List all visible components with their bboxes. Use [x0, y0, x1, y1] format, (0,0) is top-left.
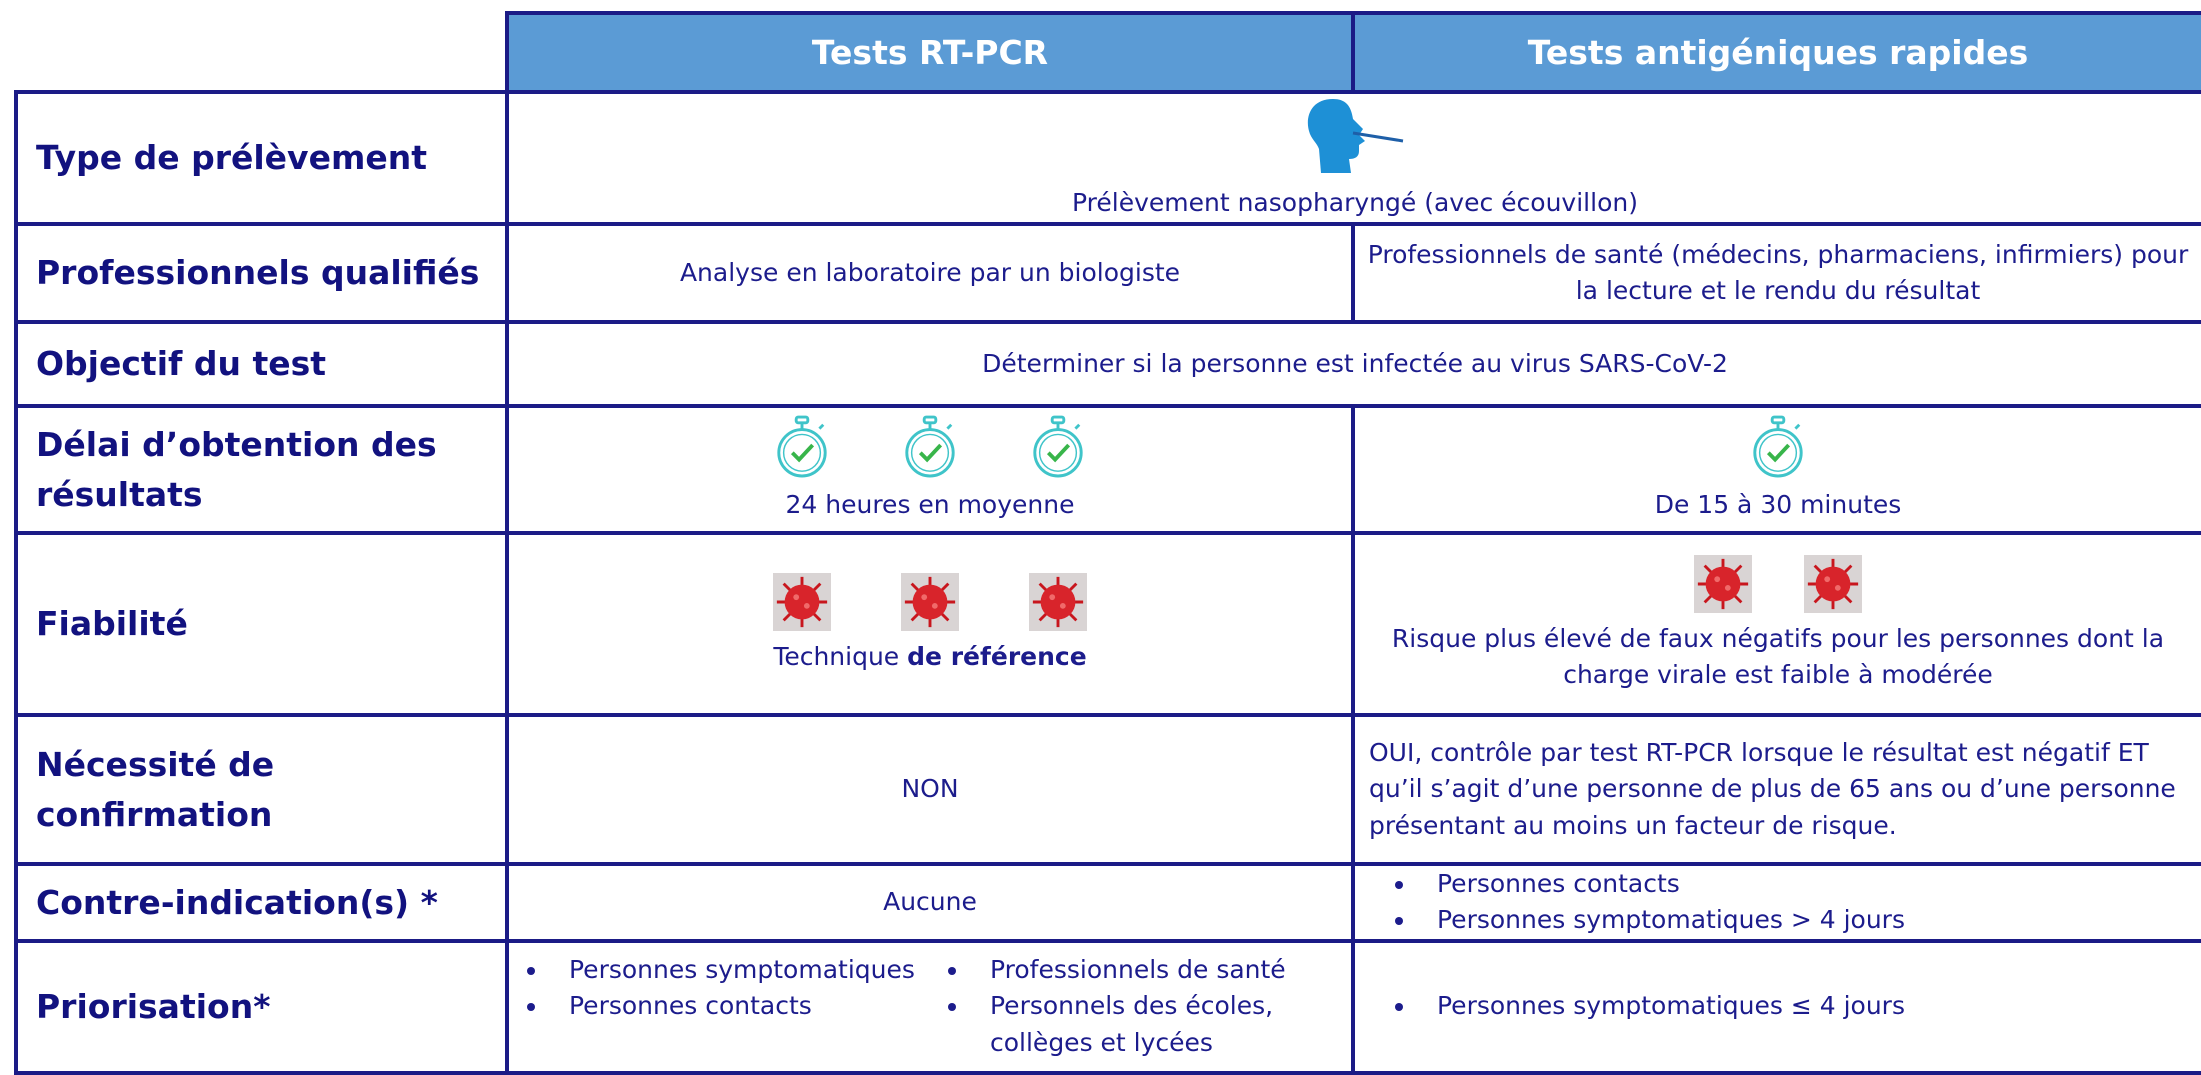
bullet-list: Personnes contacts Personnes symptomatiq…	[1355, 866, 2201, 939]
cell: De 15 à 30 minutes	[1351, 404, 2201, 535]
icons	[773, 415, 1087, 479]
cell: NON	[505, 713, 1355, 866]
row: Objectif du test Déterminer si la person…	[14, 320, 2201, 408]
cell: 24 heures en moyenne	[505, 404, 1355, 535]
stopwatch-icon	[901, 415, 959, 479]
cell-text: Risque plus élevé de faux négatifs pour …	[1391, 623, 2165, 689]
list-item: Personnes symptomatiques ≤ 4 jours	[1417, 988, 2201, 1024]
row-label: Fiabilité	[14, 531, 509, 717]
row-label: Délai d’obtention des résultats	[14, 404, 509, 535]
list-item: Professionnels de santé	[970, 952, 1351, 988]
cell: Technique de référence	[505, 531, 1355, 717]
swab-icon	[1307, 98, 1404, 173]
stopwatch-icon	[1029, 415, 1087, 479]
stopwatch-icon	[773, 415, 831, 479]
bullet-list: Professionnels de santé Personnels des é…	[930, 952, 1351, 1061]
virus-icon	[1804, 555, 1862, 613]
bullet-list: Personnes symptomatiques Personnes conta…	[509, 952, 930, 1061]
row-label: Priorisation*	[14, 938, 509, 1075]
cell-content: 24 heures en moyenne	[509, 415, 1351, 523]
cell: Risque plus élevé de faux négatifs pour …	[1351, 531, 2201, 717]
cell-text: Technique de référence	[773, 639, 1086, 675]
column-header: Tests antigéniques rapides	[1351, 11, 2201, 94]
cell-content: Technique de référence	[509, 573, 1351, 675]
cell: Aucune	[505, 862, 1355, 943]
row: Contre-indication(s) * Aucune Personnes …	[14, 862, 2201, 943]
virus-icon	[1694, 555, 1752, 613]
corner	[16, 13, 509, 94]
bullet-list: Personnes symptomatiques ≤ 4 jours	[1355, 988, 2201, 1024]
virus-icon	[901, 573, 959, 631]
cell-text: De 15 à 30 minutes	[1654, 490, 1902, 520]
cell: Personnes symptomatiques Personnes conta…	[505, 938, 1355, 1075]
row: Délai d’obtention des résultats 24 heure…	[14, 404, 2201, 535]
row: Fiabilité Technique de référence Risque …	[14, 531, 2201, 717]
cell: Déterminer si la personne est infectée a…	[505, 320, 2201, 408]
icons	[773, 573, 1087, 631]
list-item: Personnes symptomatiques > 4 jours	[1417, 902, 2201, 938]
row-label: Contre-indication(s) *	[14, 862, 509, 943]
row: Nécessité de confirmation NON OUI, contr…	[14, 713, 2201, 866]
cell: Prélèvement nasopharyngé (avec écouvillo…	[505, 90, 2201, 226]
cell: Professionnels de santé (médecins, pharm…	[1351, 222, 2201, 324]
row: Priorisation* Personnes symptomatiques P…	[14, 938, 2201, 1075]
cell: Analyse en laboratoire par un biologiste	[505, 222, 1355, 324]
list-item: Personnes contacts	[549, 988, 930, 1024]
row-label: Objectif du test	[14, 320, 509, 408]
list-item: Personnels des écoles, collèges et lycée…	[970, 988, 1351, 1061]
list-item: Personnes contacts	[1417, 866, 2201, 902]
list-item: Personnes symptomatiques	[549, 952, 930, 988]
text: Technique	[773, 641, 900, 671]
row-label: Type de prélèvement	[14, 90, 509, 226]
virus-icon	[773, 573, 831, 631]
cell-text: Prélèvement nasopharyngé (avec écouvillo…	[1072, 187, 1638, 217]
cell: Personnes symptomatiques ≤ 4 jours	[1351, 938, 2201, 1075]
row: Professionnels qualifiés Analyse en labo…	[14, 222, 2201, 324]
cell: OUI, contrôle par test RT-PCR lorsque le…	[1351, 713, 2201, 866]
list-columns: Personnes symptomatiques Personnes conta…	[509, 952, 1351, 1061]
cell-text: 24 heures en moyenne	[785, 490, 1075, 520]
icons	[1749, 415, 1807, 479]
cell-content: Risque plus élevé de faux négatifs pour …	[1355, 555, 2201, 694]
icons	[1694, 555, 1862, 613]
header-row: Tests RT-PCR Tests antigéniques rapides	[16, 11, 2201, 94]
column-header: Tests RT-PCR	[505, 11, 1355, 94]
cell-content: Prélèvement nasopharyngé (avec écouvillo…	[509, 95, 2201, 221]
cell: Personnes contacts Personnes symptomatiq…	[1351, 862, 2201, 943]
comparison-table: Tests RT-PCR Tests antigéniques rapides …	[14, 11, 2201, 1075]
virus-icon	[1029, 573, 1087, 631]
row-label: Professionnels qualifiés	[14, 222, 509, 324]
emphasis: de référence	[907, 641, 1087, 671]
row-label: Nécessité de confirmation	[14, 713, 509, 866]
stopwatch-icon	[1749, 415, 1807, 479]
row: Type de prélèvement Prélèvement nasophar…	[14, 90, 2201, 226]
cell-content: De 15 à 30 minutes	[1355, 415, 2201, 523]
